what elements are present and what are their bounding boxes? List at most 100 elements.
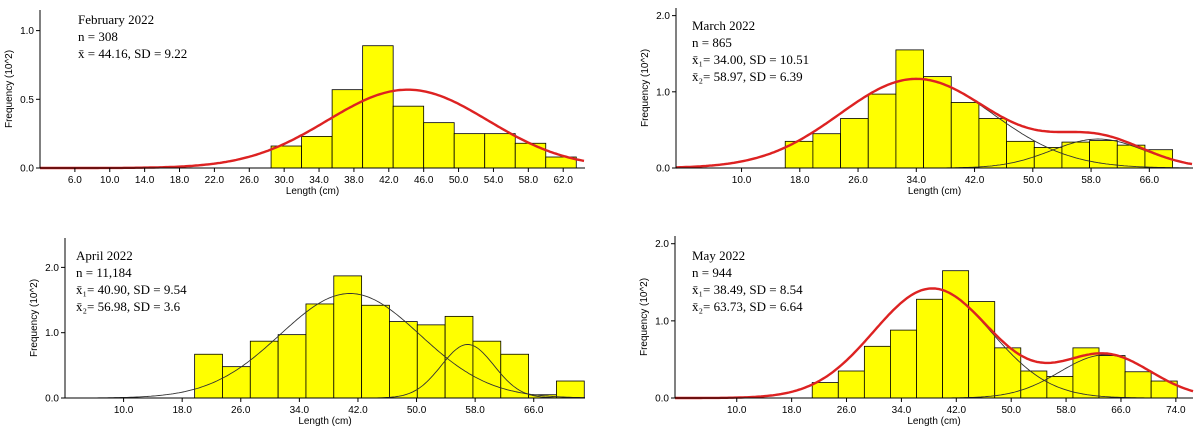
y-tick-label: 1.0: [655, 316, 669, 327]
x-tick-label: 50.0: [1001, 405, 1021, 416]
x-tick-label: 26.0: [837, 405, 857, 416]
x-tick-label: 42.0: [348, 405, 368, 416]
histogram-bar: [392, 105, 425, 169]
histogram-bar: [472, 340, 502, 399]
histogram-bar: [194, 353, 223, 399]
x-tick-label: 58.0: [1081, 175, 1101, 186]
combined-fit-curve: [675, 287, 1194, 400]
y-tick-label: 2.0: [655, 239, 669, 250]
histogram-bar: [890, 329, 917, 399]
histogram-bar: [863, 345, 891, 399]
x-tick-label: 58.0: [1056, 405, 1076, 416]
x-tick-label: 34.0: [907, 175, 927, 186]
y-axis-label: Frequency (10^2): [640, 49, 651, 127]
histogram-may: 0.0 1.0 2.0 10.0 18.0 26.0 34.0 42.0 50.0 58.0 66.…: [639, 236, 1194, 427]
histogram-bar: [301, 135, 333, 169]
x-axis-label: Length (cm): [286, 186, 339, 197]
x-tick-label: 50.0: [1023, 175, 1043, 186]
histogram-bar: [994, 347, 1022, 399]
histogram-bar: [1124, 371, 1152, 399]
chart-title: March 2022: [692, 18, 755, 33]
y-tick-label: 1.0: [45, 328, 59, 339]
histogram-bar: [942, 270, 970, 399]
histogram-bar: [453, 133, 486, 169]
chart-annotation: x̄₁= 40.90, SD = 9.54: [76, 282, 187, 297]
x-tick-label: 26.0: [231, 405, 251, 416]
histogram-bar: [950, 102, 980, 169]
x-tick-label: 30.0: [274, 175, 294, 186]
histogram-bar: [305, 303, 335, 399]
histogram-bar: [389, 321, 418, 399]
histogram-bar: [1046, 375, 1074, 399]
histogram-february: 0.0 0.5 1.0 6.0 10.0 14.0 18.0 22.0 26.0 30.0 34.0…: [4, 10, 585, 197]
x-tick-label: 18.0: [170, 175, 190, 186]
chart-annotation: n = 944: [692, 265, 732, 280]
y-tick-label: 0.5: [20, 95, 34, 106]
histogram-bar: [222, 366, 251, 399]
histogram-bar: [484, 133, 516, 169]
x-tick-label: 10.0: [100, 175, 120, 186]
x-tick-label: 34.0: [290, 405, 310, 416]
y-tick-label: 2.0: [45, 263, 59, 274]
x-tick-label: 42.0: [379, 175, 399, 186]
y-tick-label: 1.0: [656, 87, 670, 98]
x-tick-label: 10.0: [727, 405, 747, 416]
x-tick-label: 34.0: [892, 405, 912, 416]
x-tick-label: 26.0: [848, 175, 868, 186]
histogram-bar: [1006, 140, 1035, 169]
x-tick-label: 10.0: [732, 175, 752, 186]
histogram-bar: [978, 118, 1007, 169]
fit-curve: [65, 293, 585, 399]
chart-panel-april: 0.0 1.0 2.0 10.0 18.0 26.0 34.0 42.0 50.0 58.0 66.…: [0, 218, 597, 435]
histogram-bar: [812, 133, 841, 169]
chart-annotation: x̄₂= 56.98, SD = 3.6: [76, 299, 181, 314]
y-axis-label: Frequency (10^2): [29, 279, 40, 357]
chart-annotation: n = 11,184: [76, 265, 132, 280]
chart-annotation: x̄₁= 34.00, SD = 10.51: [692, 52, 809, 67]
chart-annotation: n = 308: [78, 29, 118, 44]
x-tick-label: 66.0: [524, 405, 544, 416]
y-tick-label: 0.0: [20, 164, 34, 175]
chart-annotation: x̄₂= 58.97, SD = 6.39: [692, 69, 803, 84]
chart-panel-may: 0.0 1.0 2.0 10.0 18.0 26.0 34.0 42.0 50.0 58.0 66.…: [598, 218, 1195, 435]
histogram-bar: [331, 89, 364, 169]
histogram-bar: [1020, 370, 1048, 399]
y-tick-label: 0.0: [655, 394, 669, 405]
histogram-bar: [923, 76, 952, 169]
x-tick-label: 18.0: [790, 175, 810, 186]
x-tick-label: 14.0: [135, 175, 155, 186]
x-tick-label: 18.0: [172, 405, 192, 416]
y-axis-label: Frequency (10^2): [639, 278, 650, 356]
x-tick-label: 58.0: [465, 405, 485, 416]
chart-panel-february: 0.0 0.5 1.0 6.0 10.0 14.0 18.0 22.0 26.0 30.0 34.0…: [0, 0, 597, 218]
x-tick-label: 50.0: [449, 175, 469, 186]
x-axis-label: Length (cm): [908, 186, 961, 197]
chart-annotation: x̄₁= 38.49, SD = 8.54: [692, 282, 803, 297]
x-tick-label: 54.0: [484, 175, 504, 186]
x-tick-label: 18.0: [782, 405, 802, 416]
x-tick-label: 66.0: [1111, 405, 1131, 416]
chart-title: April 2022: [76, 248, 133, 263]
histogram-bar: [837, 370, 865, 399]
x-axis-label: Length (cm): [907, 416, 960, 427]
x-tick-label: 26.0: [240, 175, 260, 186]
histogram-bar: [895, 49, 924, 169]
x-tick-label: 42.0: [965, 175, 985, 186]
chart-annotation: x̄ = 44.16, SD = 9.22: [78, 46, 187, 61]
histogram-bar: [362, 45, 394, 169]
histogram-bar: [916, 298, 943, 399]
histogram-bar: [361, 304, 390, 399]
histogram-bar: [270, 145, 302, 169]
x-axis-label: Length (cm): [298, 416, 351, 427]
x-tick-label: 22.0: [205, 175, 225, 186]
y-tick-label: 0.0: [45, 394, 59, 405]
chart-annotation: n = 865: [692, 35, 732, 50]
y-tick-label: 2.0: [656, 11, 670, 22]
histogram-bar: [444, 315, 474, 399]
x-tick-label: 34.0: [309, 175, 329, 186]
x-tick-label: 6.0: [68, 175, 82, 186]
histogram-bar: [968, 301, 996, 399]
histogram-bar: [500, 353, 530, 399]
histogram-bar: [249, 340, 279, 399]
x-tick-label: 74.0: [1166, 405, 1186, 416]
